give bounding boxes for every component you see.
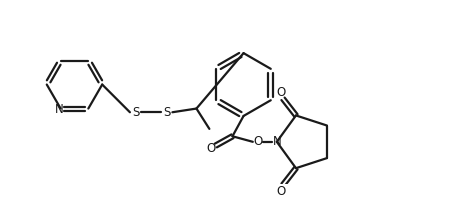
Text: O: O <box>276 185 285 198</box>
Text: O: O <box>253 135 262 148</box>
Text: N: N <box>55 103 64 116</box>
Text: O: O <box>276 86 285 99</box>
Text: O: O <box>206 142 216 155</box>
Text: S: S <box>132 106 139 119</box>
Text: N: N <box>272 135 281 148</box>
Text: S: S <box>163 106 170 119</box>
